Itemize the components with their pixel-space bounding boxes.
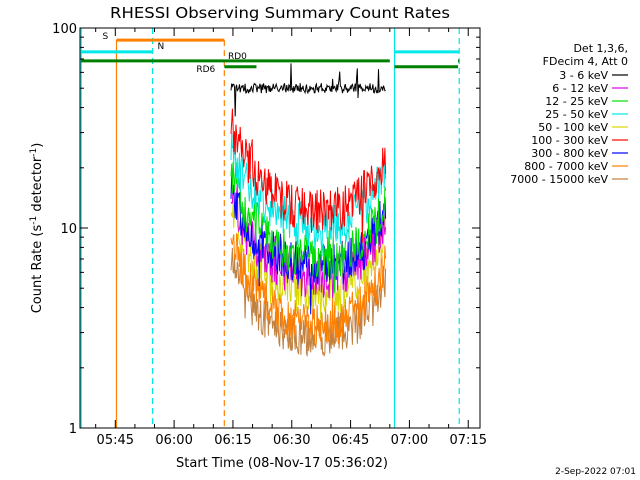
x-tick-label-4: 06:30 — [273, 433, 310, 448]
series-line-7 — [230, 173, 387, 315]
y-label-mid: detector — [30, 156, 45, 216]
legend-label-7: 300 - 800 keV — [531, 147, 608, 160]
y-label-prefix: Count Rate (s — [30, 225, 45, 314]
x-tick-label-7: 07:15 — [450, 433, 487, 448]
y-tick-label-1: 1 — [69, 422, 77, 437]
x-tick-label-2: 06:00 — [155, 433, 192, 448]
legend-label-2: 6 - 12 keV — [552, 82, 608, 95]
series-line-1 — [230, 63, 386, 117]
chart-title: RHESSI Observing Summary Count Rates — [110, 4, 450, 22]
y-tick-label-2: 10 — [60, 222, 77, 237]
legend-header-line-1: Det 1,3,6, — [573, 42, 628, 55]
series-line-9 — [230, 247, 387, 357]
x-tick-label-6: 07:00 — [391, 433, 428, 448]
series-line-5 — [230, 201, 387, 320]
flag-label-n: N — [158, 42, 165, 52]
legend-header-line-2: FDecim 4, Att 0 — [543, 55, 628, 68]
y-axis-label: Count Rate (s-1 detector-1) — [29, 143, 45, 314]
plot-frame — [79, 27, 481, 429]
series-line-3 — [230, 161, 387, 294]
y-tick-label-3: 100 — [52, 22, 77, 37]
legend-label-6: 100 - 300 keV — [531, 134, 608, 147]
y-label-suffix: ) — [30, 143, 45, 148]
x-tick-label-3: 06:15 — [214, 433, 251, 448]
series-line-2 — [230, 183, 387, 298]
legend-label-9: 7000 - 15000 keV — [510, 173, 608, 186]
legend-label-5: 50 - 100 keV — [538, 121, 608, 134]
flag-label-rd0: RD0 — [228, 52, 247, 62]
flag-label-s: S — [102, 32, 108, 42]
render-timestamp: 2-Sep-2022 07:01 — [555, 467, 636, 477]
x-tick-label-5: 06:45 — [332, 433, 369, 448]
legend-label-4: 25 - 50 keV — [545, 108, 608, 121]
flag-label-rd6: RD6 — [196, 65, 215, 75]
y-label-exp-1: -1 — [29, 216, 39, 225]
x-tick-label-1: 05:45 — [97, 433, 134, 448]
series-line-8 — [230, 232, 387, 349]
legend-label-1: 3 - 6 keV — [559, 69, 608, 82]
y-label-exp-2: -1 — [29, 148, 39, 157]
series-line-6 — [230, 108, 387, 243]
legend-label-8: 800 - 7000 keV — [524, 160, 608, 173]
x-axis-label: Start Time (08-Nov-17 05:36:02) — [176, 456, 388, 471]
legend-label-3: 12 - 25 keV — [545, 95, 608, 108]
